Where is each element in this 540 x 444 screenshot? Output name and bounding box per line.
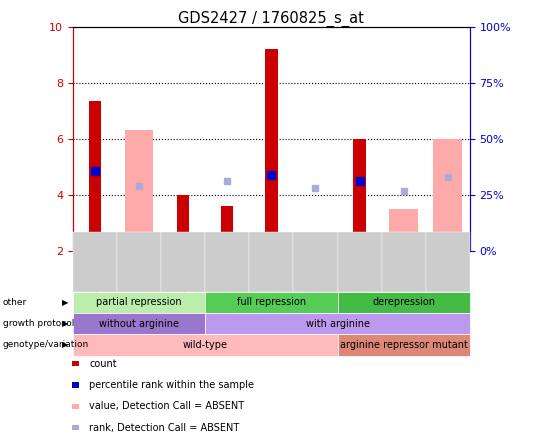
Text: ▶: ▶ [62,319,68,328]
Bar [177,195,190,251]
Text: ▶: ▶ [62,341,68,349]
Bar [265,49,278,251]
Bar [353,139,366,251]
Bar [389,209,418,251]
Text: partial repression: partial repression [96,297,182,307]
Text: genotype/variation: genotype/variation [3,341,89,349]
Text: full repression: full repression [237,297,306,307]
Text: ▶: ▶ [62,298,68,307]
Text: percentile rank within the sample: percentile rank within the sample [89,380,254,390]
Text: growth protocol: growth protocol [3,319,74,328]
Bar [125,131,153,251]
Text: with arginine: with arginine [306,319,369,329]
Text: other: other [3,298,27,307]
Bar [89,101,101,251]
Text: arginine repressor mutant: arginine repressor mutant [340,340,468,350]
Text: without arginine: without arginine [99,319,179,329]
Text: derepression: derepression [372,297,435,307]
Text: wild-type: wild-type [183,340,228,350]
Text: count: count [89,359,117,369]
Bar [221,206,233,251]
Text: rank, Detection Call = ABSENT: rank, Detection Call = ABSENT [89,423,239,432]
Title: GDS2427 / 1760825_s_at: GDS2427 / 1760825_s_at [178,11,364,27]
Bar [301,234,330,251]
Bar [434,139,462,251]
Text: value, Detection Call = ABSENT: value, Detection Call = ABSENT [89,401,244,411]
